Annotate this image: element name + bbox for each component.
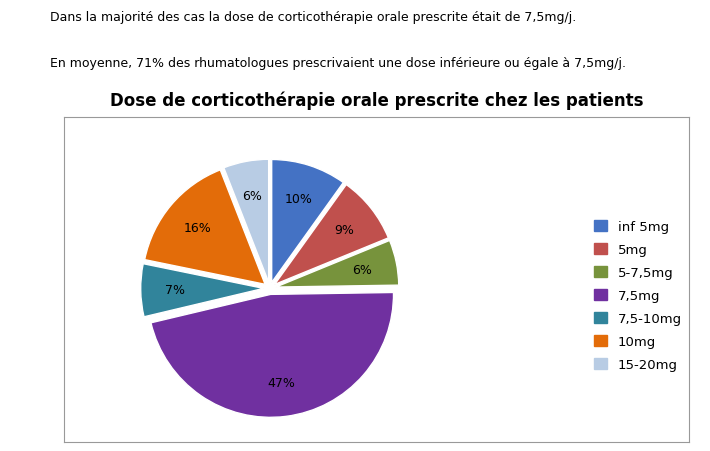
Title: Dose de corticothérapie orale prescrite chez les patients: Dose de corticothérapie orale prescrite … xyxy=(109,92,643,110)
Legend: inf 5mg, 5mg, 5-7,5mg, 7,5mg, 7,5-10mg, 10mg, 15-20mg: inf 5mg, 5mg, 5-7,5mg, 7,5mg, 7,5-10mg, … xyxy=(594,221,682,371)
Text: 9%: 9% xyxy=(334,224,354,237)
Wedge shape xyxy=(272,160,344,283)
Wedge shape xyxy=(141,264,263,317)
Text: En moyenne, 71% des rhumatologues prescrivaient une dose inférieure ou égale à 7: En moyenne, 71% des rhumatologues prescr… xyxy=(50,56,626,69)
Wedge shape xyxy=(275,185,388,285)
Text: 6%: 6% xyxy=(242,189,262,202)
Wedge shape xyxy=(145,170,265,285)
Text: 6%: 6% xyxy=(353,263,373,276)
Wedge shape xyxy=(151,293,393,417)
Text: 10%: 10% xyxy=(285,192,312,205)
Wedge shape xyxy=(275,241,399,287)
Text: 16%: 16% xyxy=(183,221,212,234)
Text: 47%: 47% xyxy=(268,376,295,389)
Text: Dans la majorité des cas la dose de corticothérapie orale prescrite était de 7,5: Dans la majorité des cas la dose de cort… xyxy=(50,11,576,24)
Wedge shape xyxy=(224,160,268,283)
Text: 7%: 7% xyxy=(165,284,185,297)
